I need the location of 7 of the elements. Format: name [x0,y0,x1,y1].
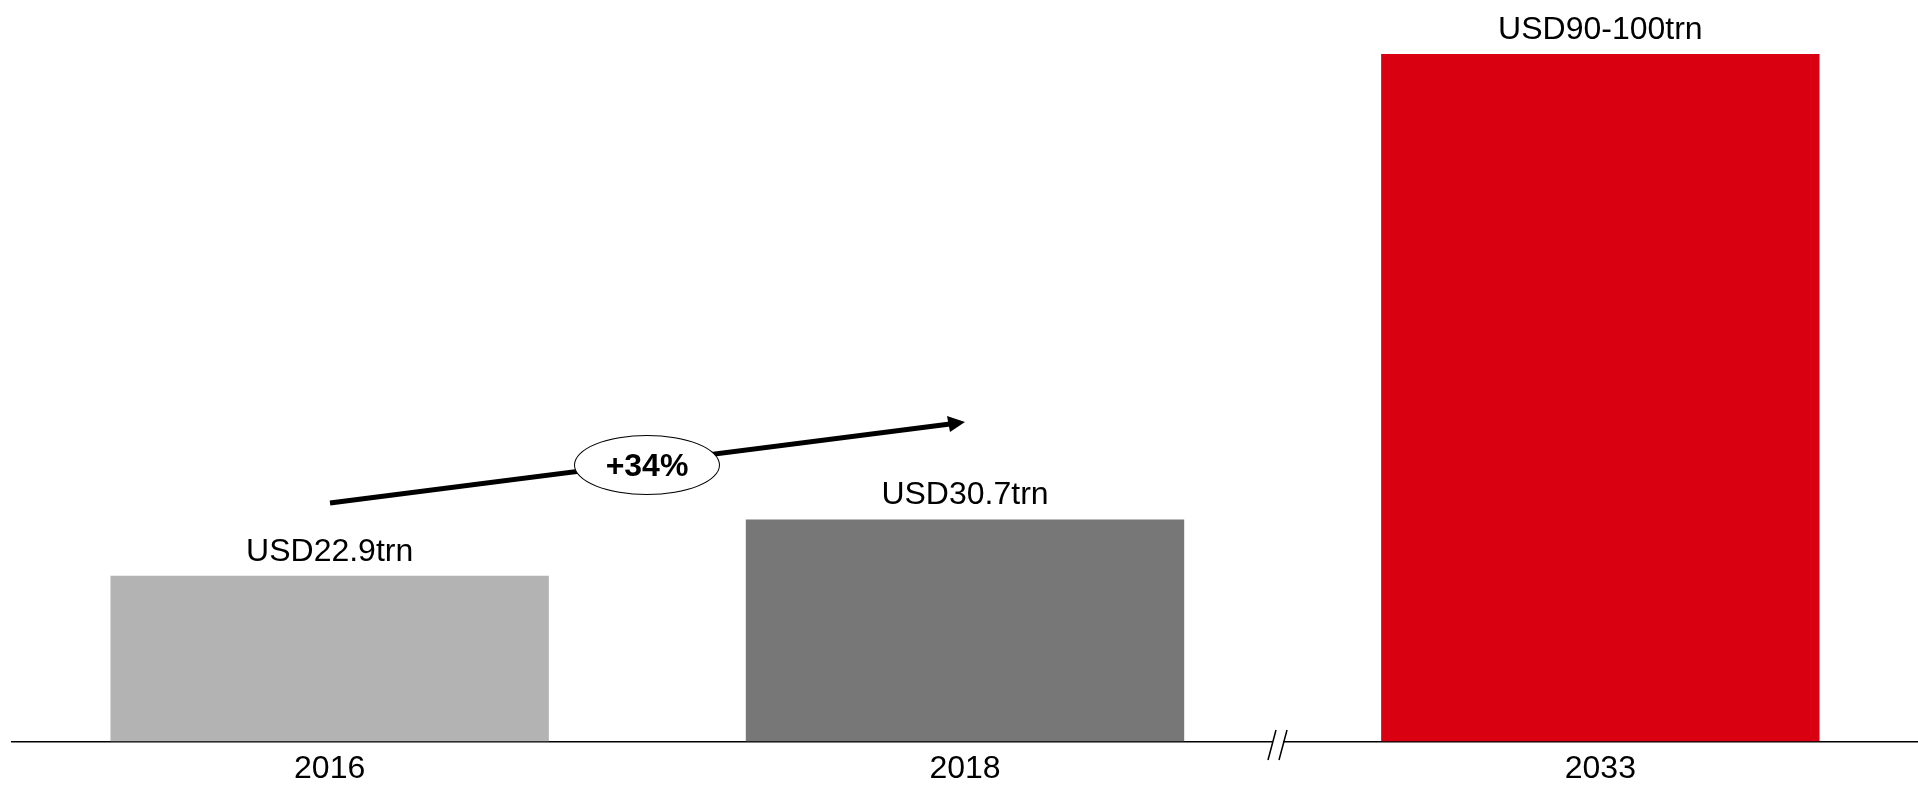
annotation: +34% [574,435,720,495]
x-tick-label: 2033 [1564,748,1636,785]
data-label: USD90-100trn [1498,9,1703,46]
x-tick-label: 2018 [929,748,1001,785]
data-label: USD30.7trn [881,475,1049,512]
data-label: USD22.9trn [246,531,414,568]
x-tick-label: 2016 [294,748,366,785]
